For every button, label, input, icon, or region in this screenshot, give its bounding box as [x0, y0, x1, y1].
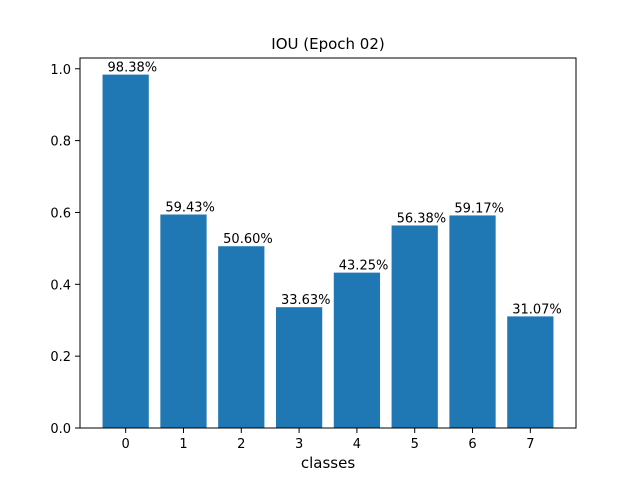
y-tick-label-0: 0.0 [50, 422, 71, 437]
bar-3 [275, 307, 323, 428]
x-axis-label: classes [301, 454, 355, 472]
y-tick-label-5: 1.0 [50, 63, 71, 78]
bar-4 [333, 272, 381, 428]
x-tick-label-5: 5 [411, 437, 419, 452]
data-label-3: 33.63% [281, 293, 331, 308]
bar-7 [507, 316, 554, 428]
data-label-4: 43.25% [339, 259, 389, 274]
data-label-0: 98.38% [108, 61, 158, 76]
bar-6 [449, 215, 496, 428]
x-tick-label-0: 0 [122, 437, 130, 452]
data-label-1: 59.43% [165, 201, 215, 216]
x-tick-label-3: 3 [295, 437, 303, 452]
data-label-5: 56.38% [397, 211, 447, 226]
x-axis: 0 1 2 3 4 5 6 7 [122, 428, 534, 452]
bars-layer: 98.38% 59.43% 50.60% 33.63% 43.25% 56.38% 59.1… [102, 61, 562, 428]
data-label-7: 31.07% [512, 302, 562, 317]
x-tick-label-4: 4 [353, 437, 361, 452]
y-tick-label-4: 0.8 [50, 135, 71, 150]
data-label-6: 59.17% [454, 201, 504, 216]
x-tick-label-2: 2 [237, 437, 245, 452]
data-label-2: 50.60% [223, 232, 273, 247]
x-tick-label-6: 6 [468, 437, 476, 452]
y-tick-label-3: 0.6 [50, 206, 71, 221]
bar-0 [102, 74, 149, 428]
y-tick-label-1: 0.2 [50, 350, 71, 365]
x-tick-label-7: 7 [526, 437, 534, 452]
bar-1 [160, 214, 207, 428]
chart-title: IOU (Epoch 02) [271, 35, 384, 53]
bar-2 [218, 246, 265, 428]
y-tick-label-2: 0.4 [50, 278, 71, 293]
x-tick-label-1: 1 [179, 437, 187, 452]
y-axis: 0.0 0.2 0.4 0.6 0.8 1.0 [50, 63, 80, 437]
plot-frame [79, 57, 577, 429]
bar-5 [391, 225, 438, 428]
